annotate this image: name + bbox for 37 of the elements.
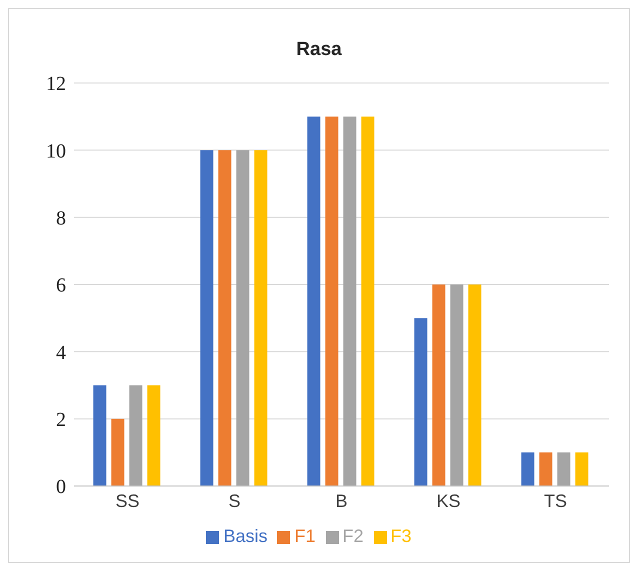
bar	[111, 418, 124, 486]
bar	[468, 284, 482, 486]
y-tick-label: 12	[46, 73, 66, 96]
legend-label: F1	[294, 526, 316, 546]
bar	[521, 452, 534, 486]
bar	[557, 452, 570, 486]
bar	[361, 116, 374, 486]
x-tick-label: B	[335, 490, 348, 511]
bar	[129, 385, 142, 486]
bar	[254, 150, 268, 486]
y-tick-label: 4	[56, 342, 66, 364]
bar	[343, 116, 356, 486]
x-tick-label: KS	[436, 490, 461, 511]
bar	[414, 318, 428, 486]
bar	[200, 150, 214, 486]
legend-label: F2	[342, 526, 364, 546]
bar	[450, 284, 464, 486]
bar	[147, 385, 160, 486]
x-tick-label: TS	[544, 490, 568, 511]
y-tick-label: 6	[56, 274, 66, 297]
x-tick-label: S	[228, 490, 241, 511]
bar	[236, 150, 250, 486]
bar	[432, 284, 446, 486]
chart-title: Rasa	[295, 38, 343, 62]
bar	[93, 385, 106, 486]
bar	[575, 452, 588, 486]
y-tick-label: 8	[56, 207, 66, 230]
y-tick-label: 0	[56, 476, 66, 498]
legend-label: Basis	[223, 526, 268, 546]
bar	[539, 452, 552, 486]
bar	[307, 116, 320, 486]
legend-label: F3	[390, 526, 412, 546]
y-tick-label: 10	[46, 140, 66, 162]
bar	[325, 116, 338, 486]
bar	[218, 150, 232, 486]
x-tick-label: SS	[115, 490, 140, 511]
y-tick-label: 2	[56, 408, 66, 431]
